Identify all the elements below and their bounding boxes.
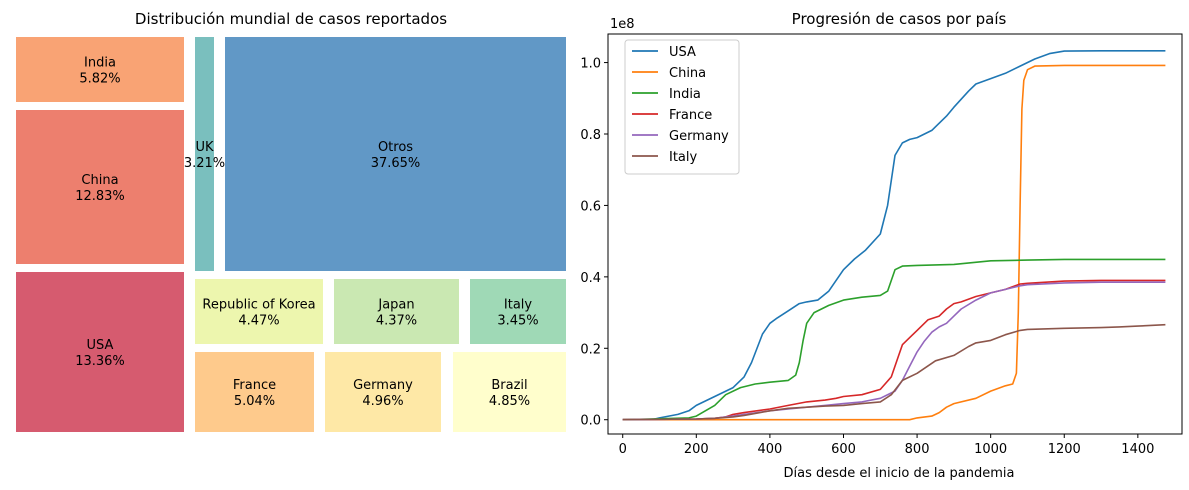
treemap-panel: Distribución mundial de casos reportados… (16, 10, 566, 432)
treemap-percent-usa: 13.36% (75, 354, 125, 369)
treemap-rect-otros (225, 37, 566, 271)
x-tick-label: 400 (757, 442, 782, 457)
treemap-percent-otros: 37.65% (371, 156, 421, 171)
x-tick-label: 1400 (1121, 442, 1154, 457)
y-tick-label: 0.2 (580, 342, 601, 357)
treemap-rect-germany (325, 352, 441, 432)
series-line-india (622, 258, 1166, 421)
treemap-percent-germany: 4.96% (362, 394, 403, 409)
treemap-rect-brazil (453, 352, 566, 432)
x-tick-label: 1000 (974, 442, 1007, 457)
legend-label-usa: USA (669, 45, 696, 60)
series-line-usa (622, 50, 1166, 421)
legend-label-china: China (669, 66, 706, 81)
series-line-china (622, 64, 1166, 421)
treemap-rect-india (16, 37, 184, 102)
treemap-label-republic-of-korea: Republic of Korea (202, 298, 315, 313)
x-tick-label: 1200 (1048, 442, 1081, 457)
treemap-percent-china: 12.83% (75, 189, 125, 204)
legend: USA China India France Germany Italy (624, 39, 740, 175)
treemap-label-italy: Italy (504, 298, 533, 313)
treemap-percent-brazil: 4.85% (489, 394, 530, 409)
treemap-cells: India5.82%China12.83%USA13.36%UK3.21%Otr… (16, 37, 566, 432)
legend-box (624, 39, 740, 175)
legend-label-france: France (669, 108, 712, 123)
treemap-title: Distribución mundial de casos reportados (135, 10, 447, 28)
treemap-percent-india: 5.82% (79, 72, 120, 87)
treemap-percent-japan: 4.37% (376, 314, 417, 329)
treemap-cell-uk: UK3.21% (184, 37, 225, 271)
treemap-label-uk: UK (195, 140, 214, 155)
y-tick-label: 1.0 (580, 57, 601, 72)
treemap-label-china: China (81, 173, 118, 188)
treemap-percent-france: 5.04% (234, 394, 275, 409)
series-line-italy (622, 323, 1166, 421)
treemap-rect-france (195, 352, 314, 432)
y-tick-label: 0.4 (580, 271, 601, 286)
treemap-label-otros: Otros (378, 140, 413, 155)
y-scale-note: 1e8 (610, 17, 635, 32)
x-axis-ticks: 0 200 400 600 800 1000 1200 1400 (619, 434, 1154, 457)
treemap-rect-china (16, 110, 184, 264)
treemap-rect-japan (334, 279, 459, 344)
treemap-rect-uk (195, 37, 214, 271)
treemap-percent-republic-of-korea: 4.47% (238, 314, 279, 329)
y-tick-label: 0.6 (580, 199, 601, 214)
line-plot-area (622, 50, 1166, 421)
legend-label-italy: Italy (669, 150, 698, 165)
plot-frame (607, 33, 1183, 435)
y-tick-label: 0.0 (580, 414, 601, 429)
x-tick-label: 0 (619, 442, 627, 457)
legend-label-germany: Germany (669, 129, 729, 144)
legend-label-india: India (669, 87, 701, 102)
treemap-label-usa: USA (87, 338, 114, 353)
y-axis-ticks: 0.0 0.2 0.4 0.6 0.8 1.0 (580, 57, 608, 429)
series-line-france (622, 279, 1166, 421)
line-chart-title: Progresión de casos por país (792, 10, 1007, 28)
x-tick-label: 800 (905, 442, 930, 457)
treemap-rect-italy (470, 279, 566, 344)
treemap-rect-republic-of-korea (195, 279, 323, 344)
treemap-label-brazil: Brazil (491, 378, 527, 393)
y-tick-label: 0.8 (580, 128, 601, 143)
treemap-percent-uk: 3.21% (184, 156, 225, 171)
treemap-label-india: India (84, 56, 116, 71)
treemap-rect-usa (16, 272, 184, 432)
x-tick-label: 600 (831, 442, 856, 457)
treemap-label-france: France (233, 378, 276, 393)
line-chart-panel: Progresión de casos por país 1e8 0 200 400… (580, 10, 1183, 481)
treemap-percent-italy: 3.45% (497, 314, 538, 329)
series-line-germany (622, 281, 1166, 421)
x-tick-label: 200 (684, 442, 709, 457)
x-axis-label: Días desde el inicio de la pandemia (784, 466, 1015, 481)
treemap-label-germany: Germany (353, 378, 413, 393)
treemap-label-japan: Japan (377, 298, 414, 313)
